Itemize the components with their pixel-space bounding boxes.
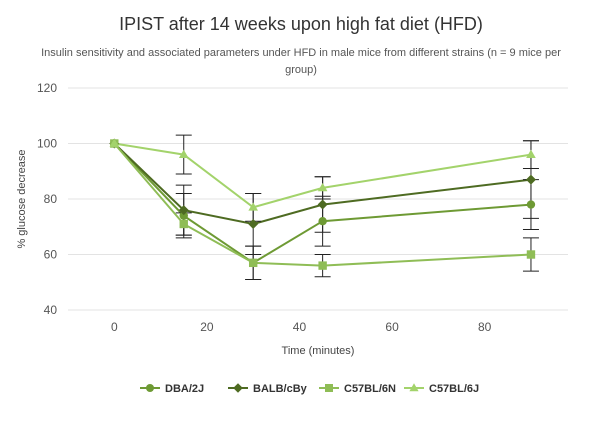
y-tick-label: 120 — [37, 81, 57, 95]
x-tick-label: 0 — [111, 320, 118, 334]
square-marker — [526, 250, 536, 259]
diamond-marker — [248, 218, 259, 229]
data-points — [109, 138, 536, 211]
legend-label: C57BL/6N — [344, 383, 396, 395]
y-tick-label: 40 — [44, 303, 58, 317]
y-axis-ticks: 40 60 80 100 120 — [37, 81, 57, 317]
square-marker — [179, 219, 188, 229]
legend-label: DBA/2J — [165, 383, 204, 395]
circle-marker — [179, 211, 188, 220]
y-tick-label: 100 — [37, 137, 57, 151]
triangle-marker — [178, 149, 189, 158]
legend: DBA/2J BALB/cBy C57BL/6N C57BL/6J — [140, 383, 479, 395]
circle-marker — [146, 384, 154, 392]
square-marker — [318, 261, 327, 270]
x-tick-label: 80 — [478, 320, 492, 334]
x-tick-label: 20 — [200, 320, 214, 334]
x-axis-ticks: 0 20 40 60 80 — [111, 320, 492, 334]
x-tick-label: 60 — [385, 320, 399, 334]
triangle-marker — [409, 383, 419, 392]
legend-item: C57BL/6N — [319, 383, 396, 395]
legend-item: DBA/2J — [140, 383, 204, 395]
x-tick-label: 40 — [293, 320, 307, 334]
triangle-marker — [109, 138, 120, 147]
y-tick-label: 60 — [44, 248, 58, 262]
legend-label: C57BL/6J — [429, 383, 479, 395]
triangle-marker — [526, 149, 536, 158]
chart-subtitle-line-2: group) — [285, 64, 317, 76]
circle-marker — [318, 217, 327, 226]
triangle-marker — [248, 202, 258, 211]
circle-marker — [526, 200, 536, 209]
square-marker — [325, 384, 333, 392]
square-marker — [248, 258, 258, 268]
x-axis-label: Time (minutes) — [282, 345, 355, 357]
chart-subtitle-line-1: Insulin sensitivity and associated param… — [41, 47, 561, 59]
y-axis-label: % glucose decrease — [16, 149, 28, 248]
series-layer — [109, 134, 539, 280]
legend-label: BALB/cBy — [253, 383, 308, 395]
legend-item: C57BL/6J — [404, 383, 479, 395]
triangle-marker — [317, 182, 328, 192]
diamond-marker — [233, 383, 243, 393]
y-tick-label: 80 — [44, 192, 58, 206]
error-bars — [175, 140, 539, 255]
legend-item: BALB/cBy — [228, 383, 308, 395]
diamond-marker — [178, 205, 189, 216]
diamond-marker — [525, 174, 536, 185]
chart-title: IPIST after 14 weeks upon high fat diet … — [119, 14, 483, 34]
diamond-marker — [317, 199, 328, 210]
